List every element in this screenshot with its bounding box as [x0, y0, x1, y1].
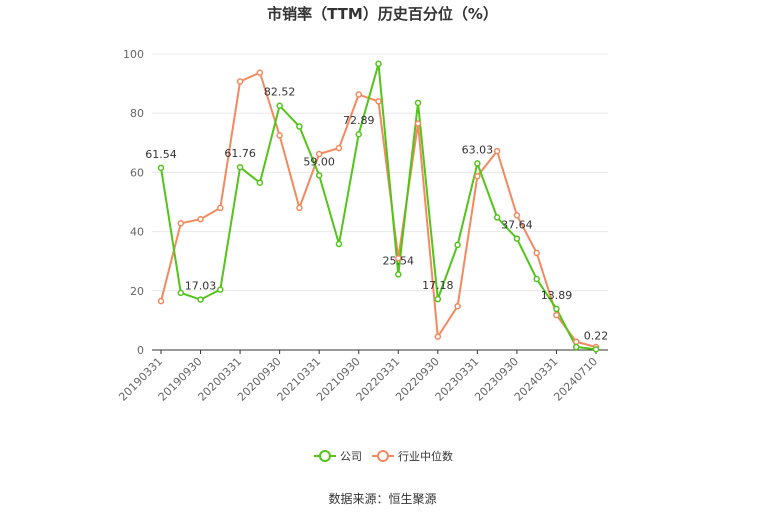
y-axis: 0 20 40 60 80 100 — [123, 48, 144, 357]
data-point — [197, 215, 204, 223]
data-label: 13.89 — [541, 289, 573, 302]
y-tick-label: 20 — [130, 285, 144, 298]
data-point — [395, 271, 402, 278]
data-point — [553, 305, 560, 313]
data-point — [414, 99, 422, 107]
data-label: 82.52 — [264, 86, 296, 99]
data-point — [474, 160, 481, 167]
legend-label: 公司 — [340, 450, 362, 463]
data-point — [355, 91, 362, 98]
data-point — [454, 302, 461, 310]
y-tick-label: 0 — [137, 344, 144, 357]
data-point — [553, 311, 560, 319]
data-point — [177, 289, 185, 297]
data-point — [395, 254, 402, 262]
y-tick-label: 80 — [130, 107, 144, 120]
data-label: 17.18 — [422, 279, 454, 292]
data-label: 72.89 — [343, 114, 375, 127]
y-tick-label: 40 — [130, 226, 144, 239]
data-point — [157, 164, 165, 172]
data-point — [177, 220, 185, 227]
data-point — [533, 249, 540, 257]
data-point — [335, 240, 343, 248]
y-tick-label: 100 — [123, 48, 144, 61]
data-point — [236, 78, 244, 85]
data-point — [375, 60, 382, 68]
data-point — [434, 295, 442, 303]
data-point — [513, 235, 521, 242]
data-point — [454, 241, 461, 249]
data-point — [533, 275, 540, 283]
data-point — [256, 69, 264, 76]
data-point — [572, 338, 580, 345]
legend-label: 行业中位数 — [398, 449, 453, 463]
data-point — [414, 120, 422, 127]
y-tick-label: 60 — [130, 166, 144, 179]
data-point — [572, 343, 580, 351]
data-point — [315, 150, 323, 158]
data-point — [236, 163, 244, 171]
data-point — [217, 204, 224, 212]
data-point — [217, 286, 224, 293]
data-point — [296, 204, 303, 212]
data-label: 37.64 — [501, 219, 533, 232]
data-label: 59.00 — [303, 155, 335, 168]
legend: 公司 行业中位数 — [314, 449, 453, 463]
data-source: 数据来源：恒生聚源 — [328, 492, 437, 506]
data-point — [296, 123, 303, 130]
series-lines — [160, 63, 597, 351]
data-point — [493, 147, 501, 155]
data-label: 17.03 — [185, 280, 217, 293]
data-point — [335, 144, 343, 152]
data-label: 61.54 — [145, 148, 177, 161]
series-line-1 — [160, 71, 597, 348]
legend-marker — [377, 450, 389, 462]
chart-title: 市销率（TTM）历史百分位（%） — [267, 5, 498, 23]
data-point — [197, 296, 204, 303]
data-point — [474, 172, 481, 180]
data-point — [276, 102, 283, 109]
data-labels: 61.54 17.03 61.76 82.52 59.00 72.89 25.54 17.18… — [145, 86, 608, 343]
data-point — [276, 132, 283, 139]
x-axis: 2019033120190930202003312020093020210331… — [116, 350, 600, 404]
data-label: 61.76 — [224, 147, 256, 160]
data-label: 25.54 — [383, 254, 415, 267]
data-label: 63.03 — [462, 143, 494, 156]
data-point — [256, 179, 264, 187]
data-point — [315, 172, 323, 179]
series-points — [157, 60, 600, 353]
data-point — [513, 212, 521, 219]
data-point — [157, 297, 165, 305]
data-point — [493, 214, 501, 221]
data-label: 0.22 — [584, 329, 609, 342]
data-point — [355, 130, 362, 138]
legend-marker — [319, 450, 331, 462]
data-point — [434, 333, 442, 340]
data-point — [375, 98, 382, 105]
data-point — [592, 346, 600, 353]
